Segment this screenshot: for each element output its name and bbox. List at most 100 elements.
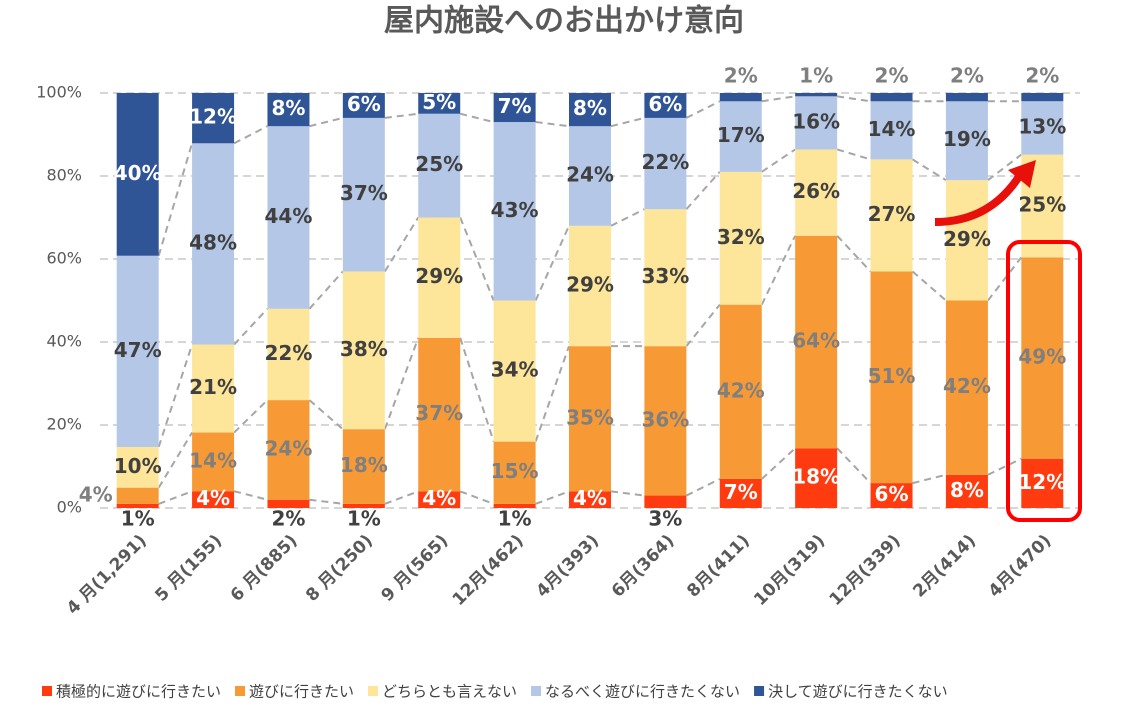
legend-label: どちらとも言えない — [382, 683, 517, 701]
legend-swatch — [531, 686, 542, 696]
y-tick-label: 40% — [46, 332, 82, 351]
value-label: 15% — [491, 459, 539, 483]
connector-line — [157, 143, 194, 257]
x-tick-label: 8 月(250) — [302, 531, 377, 606]
connector-line — [685, 478, 721, 497]
value-label: 2% — [724, 64, 758, 88]
value-label: 37% — [415, 401, 463, 425]
connector-line — [233, 399, 269, 434]
bar-segment — [192, 93, 235, 144]
value-label: 5% — [422, 90, 456, 114]
value-label: 8% — [573, 96, 607, 120]
bar-segment — [870, 101, 913, 160]
connector-line — [761, 95, 796, 103]
connector-line — [685, 171, 721, 210]
connector-line — [836, 235, 872, 273]
connector-line — [761, 447, 796, 480]
x-tick-label: 12月(339) — [826, 531, 905, 610]
value-label: 33% — [641, 264, 689, 288]
connector-line — [761, 148, 796, 173]
bar-segment — [342, 117, 385, 272]
bar-segment — [945, 101, 988, 181]
value-label: 38% — [340, 337, 388, 361]
value-label: 64% — [792, 329, 840, 353]
bar-segment — [569, 93, 611, 127]
value-label: 32% — [717, 225, 765, 249]
value-label: 14% — [189, 448, 237, 472]
value-label: 4% — [422, 486, 456, 510]
value-label: 51% — [868, 364, 916, 388]
connector-line — [685, 100, 721, 119]
value-label: 2% — [1025, 64, 1059, 88]
value-label: 13% — [1018, 114, 1066, 138]
value-label: 6% — [875, 482, 909, 506]
connector-line — [459, 337, 495, 442]
connector-line — [535, 121, 570, 128]
connector-line — [760, 235, 797, 306]
connector-line — [459, 217, 495, 301]
connector-line — [383, 337, 420, 430]
connector-line — [459, 490, 494, 505]
bar-segment — [267, 499, 310, 508]
connector-line — [610, 116, 645, 128]
connector-line — [233, 490, 268, 501]
bar-segment — [418, 113, 461, 218]
value-label: 4% — [573, 486, 607, 510]
value-label: 29% — [943, 227, 991, 251]
value-label: 25% — [415, 152, 463, 176]
arrow-head — [1008, 160, 1036, 188]
value-label: 12% — [1018, 470, 1066, 494]
bar-segment — [418, 337, 461, 492]
connector-line — [534, 225, 570, 301]
connector-line — [912, 158, 947, 181]
bar-segment — [719, 478, 762, 508]
y-tick-label: 60% — [46, 249, 82, 268]
x-tick-label: 12月(462) — [449, 531, 528, 610]
connector-line — [685, 304, 721, 347]
bar-segment — [493, 441, 536, 504]
x-tick-label: 10月(319) — [750, 531, 829, 610]
bar-segment — [267, 126, 310, 309]
connector-line — [837, 95, 871, 103]
value-label: 12% — [189, 105, 237, 129]
bar-segment — [945, 474, 988, 508]
legend-label: なるべく遊びに行きたくない — [545, 683, 740, 701]
x-tick-label: 8月(411) — [683, 531, 754, 602]
bar-segment — [116, 487, 159, 504]
connector-line — [987, 256, 1023, 302]
value-label: 24% — [566, 163, 614, 187]
bar-segment — [493, 503, 536, 508]
bar-segment — [795, 96, 838, 150]
legend-label: 積極的に遊びに行きたい — [56, 683, 221, 701]
value-label: 18% — [340, 453, 388, 477]
value-label: 44% — [265, 204, 313, 228]
connector-line — [383, 216, 420, 272]
bar-segment — [569, 491, 611, 508]
bar-segment — [870, 159, 913, 272]
y-tick-label: 20% — [46, 415, 82, 434]
bar-segment — [1021, 257, 1064, 459]
bar-segment — [644, 346, 687, 496]
y-tick-label: 80% — [46, 166, 82, 185]
bar-segment — [267, 308, 310, 401]
value-label: 7% — [498, 94, 532, 118]
value-label: 34% — [491, 358, 539, 382]
arrow — [934, 172, 1024, 226]
value-label: 17% — [717, 123, 765, 147]
highlight-box — [1006, 240, 1082, 522]
bar-segment — [870, 271, 913, 484]
bar-segment — [418, 491, 461, 508]
connector-line — [535, 490, 570, 505]
value-label: 42% — [717, 378, 765, 402]
value-label: 18% — [792, 465, 840, 489]
legend-swatch — [42, 686, 52, 696]
bar-segment — [644, 495, 687, 508]
bar-segment — [719, 93, 762, 102]
value-label: 16% — [792, 109, 840, 133]
connector-line — [309, 498, 343, 505]
value-label: 48% — [189, 230, 237, 254]
bar-segment — [192, 432, 235, 492]
value-label: 49% — [1018, 345, 1066, 369]
value-label: 22% — [641, 150, 689, 174]
legend-label: 決して遊びに行きたくない — [768, 683, 948, 701]
